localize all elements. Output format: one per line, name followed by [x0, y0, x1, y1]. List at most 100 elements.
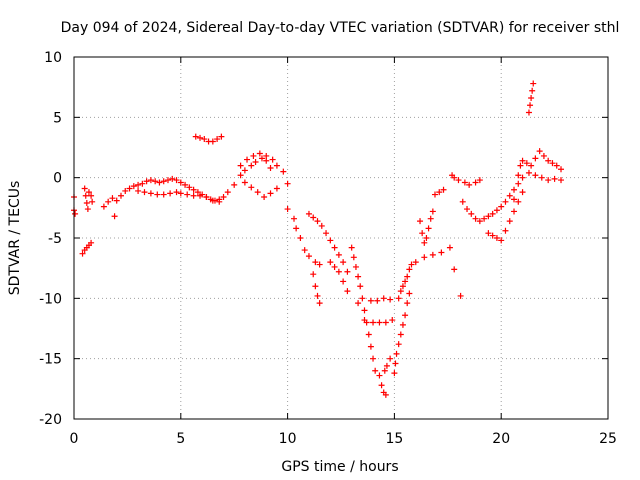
data-point: [111, 213, 118, 220]
data-point: [350, 254, 357, 261]
data-point: [167, 190, 174, 197]
data-point: [194, 189, 201, 196]
data-point: [372, 367, 379, 374]
data-point: [466, 181, 473, 188]
data-point: [197, 134, 204, 141]
data-point: [203, 193, 210, 200]
data-point: [237, 172, 244, 179]
data-point: [519, 174, 526, 181]
data-point: [402, 312, 409, 319]
data-point: [147, 190, 154, 197]
data-point: [404, 300, 411, 307]
data-point: [387, 355, 394, 362]
axis-ticks: 0 5 10 15 20 25 10 5 0 -5 -10 -15 -20: [39, 50, 617, 447]
data-point: [406, 266, 413, 273]
data-point: [481, 215, 488, 222]
data-point: [446, 244, 453, 251]
data-point: [218, 133, 225, 140]
data-point: [160, 191, 167, 198]
data-point: [109, 195, 116, 202]
data-point: [517, 162, 524, 169]
data-point: [152, 178, 159, 185]
data-point: [381, 367, 388, 374]
data-point: [382, 391, 389, 398]
data-point: [399, 321, 406, 328]
data-point: [427, 215, 434, 222]
data-point: [344, 288, 351, 295]
data-point: [312, 259, 319, 266]
data-point: [397, 331, 404, 338]
data-point: [515, 198, 522, 205]
data-point: [344, 268, 351, 275]
data-point: [545, 157, 552, 164]
x-tick-label: 0: [70, 431, 79, 447]
data-point: [190, 186, 197, 193]
x-tick-label: 15: [385, 431, 403, 447]
data-point: [528, 162, 535, 169]
data-point: [100, 203, 107, 210]
data-point: [139, 180, 146, 187]
data-point: [241, 167, 248, 174]
data-point: [135, 187, 142, 194]
data-point: [88, 239, 95, 246]
data-point: [291, 215, 298, 222]
data-point: [425, 225, 432, 232]
data-point: [301, 247, 308, 254]
y-tick-label: 0: [53, 171, 62, 187]
data-point: [525, 109, 532, 116]
data-point: [184, 191, 191, 198]
x-axis-label: GPS time / hours: [281, 459, 398, 475]
data-point: [421, 239, 428, 246]
data-point: [331, 244, 338, 251]
y-tick-label: -20: [39, 412, 62, 428]
data-point: [256, 150, 263, 157]
data-point: [370, 319, 377, 326]
data-point: [429, 251, 436, 258]
data-point: [340, 259, 347, 266]
data-point: [85, 189, 92, 196]
data-point: [361, 317, 368, 324]
data-point: [451, 174, 458, 181]
data-point: [220, 193, 227, 200]
data-point: [263, 157, 270, 164]
data-point: [511, 186, 518, 193]
x-tick-label: 5: [176, 431, 185, 447]
data-point: [357, 283, 364, 290]
data-point: [402, 278, 409, 285]
data-point: [538, 174, 545, 181]
data-point: [237, 162, 244, 169]
data-point: [498, 237, 505, 244]
data-point: [305, 210, 312, 217]
data-point: [387, 296, 394, 303]
data-point: [515, 180, 522, 187]
data-point: [267, 165, 274, 172]
data-point: [231, 181, 238, 188]
data-point: [540, 152, 547, 159]
data-point: [527, 102, 534, 109]
data-point: [374, 297, 381, 304]
data-point: [528, 95, 535, 102]
data-point: [558, 177, 565, 184]
data-point: [327, 237, 334, 244]
data-point: [141, 189, 148, 196]
y-tick-label: -10: [39, 291, 62, 307]
data-point: [523, 160, 530, 167]
data-point: [476, 218, 483, 225]
data-point: [248, 162, 255, 169]
data-point: [352, 263, 359, 270]
data-point: [367, 297, 374, 304]
data-point: [267, 190, 274, 197]
data-point: [359, 295, 366, 302]
data-point: [164, 177, 171, 184]
data-point: [397, 288, 404, 295]
data-point: [182, 181, 189, 188]
data-point: [399, 283, 406, 290]
data-point: [273, 185, 280, 192]
data-point: [72, 210, 79, 217]
data-point: [261, 193, 268, 200]
data-point: [532, 172, 539, 179]
data-point: [502, 227, 509, 234]
data-point: [147, 177, 154, 184]
data-point: [254, 189, 261, 196]
